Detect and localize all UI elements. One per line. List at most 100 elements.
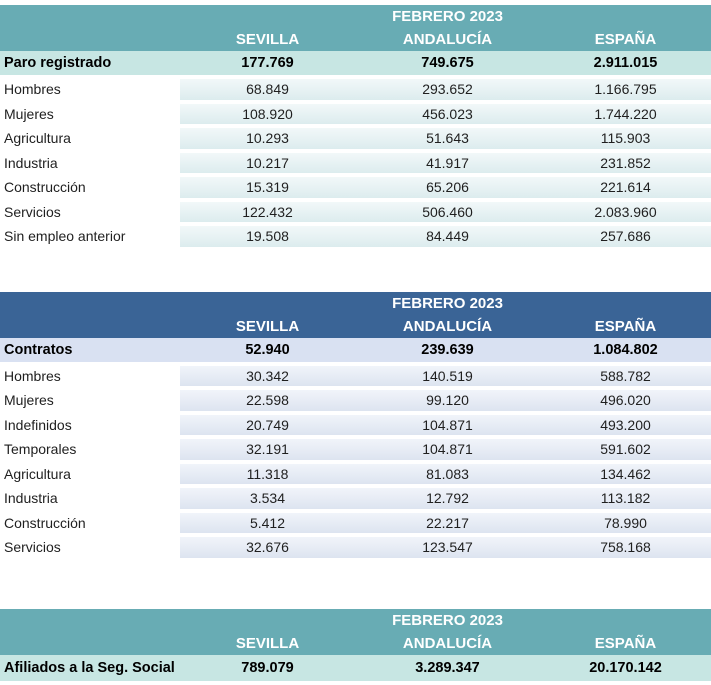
column-header-andalucia: ANDALUCÍA [402, 317, 493, 335]
row-value-espana: 113.182 [540, 488, 711, 509]
row-value-sevilla: 19.508 [180, 226, 355, 247]
summary-value: 20.170.142 [589, 659, 662, 676]
header-spacer [180, 5, 355, 28]
row-value-andalucia: 140.519 [355, 365, 540, 386]
row-value-espana: 231.852 [540, 152, 711, 173]
row-value-andalucia: 12.792 [355, 488, 540, 509]
row-value-sevilla: 108.920 [180, 103, 355, 124]
table-row: Servicios 122.432 506.460 2.083.960 [0, 201, 711, 222]
row-value-espana: 134.462 [540, 463, 711, 484]
column-header-espana: ESPAÑA [594, 317, 657, 335]
row-label: Construcción [0, 512, 180, 533]
row-value-andalucia: 99.120 [355, 390, 540, 411]
header-spacer [0, 609, 180, 632]
table-row: Agricultura 10.293 51.643 115.903 [0, 128, 711, 149]
summary-row-contratos: Contratos 52.940 239.639 1.084.802 [0, 337, 711, 362]
table-rows: Hombres 30.342 140.519 588.782 Mujeres 2… [0, 365, 711, 558]
table-row: Indefinidos 20.749 104.871 493.200 [0, 414, 711, 435]
row-value-espana: 2.083.960 [540, 201, 711, 222]
row-value-andalucia: 456.023 [355, 103, 540, 124]
row-value-andalucia: 104.871 [355, 414, 540, 435]
summary-label: Paro registrado [4, 55, 112, 71]
paro-registrado-table: FEBRERO 2023 SEVILLA ANDALUCÍA ESPAÑA Pa… [0, 5, 711, 247]
summary-value: 2.911.015 [593, 55, 658, 71]
row-label: Industria [0, 488, 180, 509]
header-spacer [0, 632, 180, 655]
row-value-andalucia: 123.547 [355, 537, 540, 558]
row-value-sevilla: 22.598 [180, 390, 355, 411]
summary-value: 789.079 [241, 659, 294, 676]
row-value-sevilla: 20.749 [180, 414, 355, 435]
header-spacer [180, 609, 355, 632]
table-row: Agricultura 11.318 81.083 134.462 [0, 463, 711, 484]
row-value-espana: 221.614 [540, 177, 711, 198]
row-label: Servicios [0, 201, 180, 222]
header-spacer [0, 5, 180, 28]
table-row: Mujeres 22.598 99.120 496.020 [0, 390, 711, 411]
header-spacer [540, 5, 711, 28]
summary-value: 3.289.347 [415, 659, 480, 676]
table-row: Industria 10.217 41.917 231.852 [0, 152, 711, 173]
row-label: Mujeres [0, 390, 180, 411]
row-value-sevilla: 32.191 [180, 439, 355, 460]
header-spacer [0, 28, 180, 51]
row-value-espana: 1.166.795 [540, 79, 711, 100]
row-value-sevilla: 3.534 [180, 488, 355, 509]
row-label: Temporales [0, 439, 180, 460]
summary-label: Contratos [4, 341, 73, 358]
row-label: Agricultura [0, 463, 180, 484]
row-label: Sin empleo anterior [0, 226, 180, 247]
row-value-andalucia: 506.460 [355, 201, 540, 222]
period-header-row: FEBRERO 2023 [0, 608, 711, 632]
row-value-sevilla: 11.318 [180, 463, 355, 484]
row-value-espana: 591.602 [540, 439, 711, 460]
column-header-row: SEVILLA ANDALUCÍA ESPAÑA [0, 631, 711, 655]
table-row: Construcción 15.319 65.206 221.614 [0, 177, 711, 198]
row-value-andalucia: 104.871 [355, 439, 540, 460]
column-header-row: SEVILLA ANDALUCÍA ESPAÑA [0, 28, 711, 51]
table-rows: Hombres 68.849 293.652 1.166.795 Mujeres… [0, 79, 711, 247]
row-value-espana: 588.782 [540, 365, 711, 386]
table-row: Sin empleo anterior 19.508 84.449 257.68… [0, 226, 711, 247]
afiliados-table: FEBRERO 2023 SEVILLA ANDALUCÍA ESPAÑA Af… [0, 608, 711, 681]
summary-label: Afiliados a la Seg. Social [4, 659, 175, 676]
header-spacer [540, 609, 711, 632]
period-header: FEBRERO 2023 [392, 294, 503, 312]
period-header-row: FEBRERO 2023 [0, 291, 711, 315]
summary-value: 177.769 [241, 55, 294, 71]
header-spacer [540, 292, 711, 315]
row-value-sevilla: 5.412 [180, 512, 355, 533]
row-label: Construcción [0, 177, 180, 198]
row-value-espana: 758.168 [540, 537, 711, 558]
row-value-espana: 78.990 [540, 512, 711, 533]
table-row: Servicios 32.676 123.547 758.168 [0, 537, 711, 558]
table-row: Industria 3.534 12.792 113.182 [0, 488, 711, 509]
column-header-sevilla: SEVILLA [235, 317, 300, 335]
row-value-espana: 115.903 [540, 128, 711, 149]
row-value-sevilla: 15.319 [180, 177, 355, 198]
contratos-table: FEBRERO 2023 SEVILLA ANDALUCÍA ESPAÑA Co… [0, 291, 711, 558]
period-header: FEBRERO 2023 [392, 611, 503, 629]
summary-value: 749.675 [421, 55, 474, 71]
row-value-andalucia: 22.217 [355, 512, 540, 533]
column-header-espana: ESPAÑA [594, 634, 657, 652]
summary-row-paro: Paro registrado 177.769 749.675 2.911.01… [0, 51, 711, 75]
row-label: Agricultura [0, 128, 180, 149]
summary-row-afiliados: Afiliados a la Seg. Social 789.079 3.289… [0, 654, 711, 681]
column-header-espana: ESPAÑA [594, 31, 657, 48]
row-value-espana: 496.020 [540, 390, 711, 411]
row-value-sevilla: 32.676 [180, 537, 355, 558]
column-header-andalucia: ANDALUCÍA [402, 634, 493, 652]
summary-value: 1.084.802 [593, 341, 658, 358]
column-header-row: SEVILLA ANDALUCÍA ESPAÑA [0, 314, 711, 338]
table-row: Hombres 68.849 293.652 1.166.795 [0, 79, 711, 100]
row-label: Indefinidos [0, 414, 180, 435]
table-row: Temporales 32.191 104.871 591.602 [0, 439, 711, 460]
row-value-andalucia: 81.083 [355, 463, 540, 484]
header-spacer [0, 315, 180, 338]
row-value-sevilla: 30.342 [180, 365, 355, 386]
row-value-andalucia: 84.449 [355, 226, 540, 247]
row-value-andalucia: 65.206 [355, 177, 540, 198]
row-value-espana: 257.686 [540, 226, 711, 247]
column-header-andalucia: ANDALUCÍA [402, 31, 493, 48]
